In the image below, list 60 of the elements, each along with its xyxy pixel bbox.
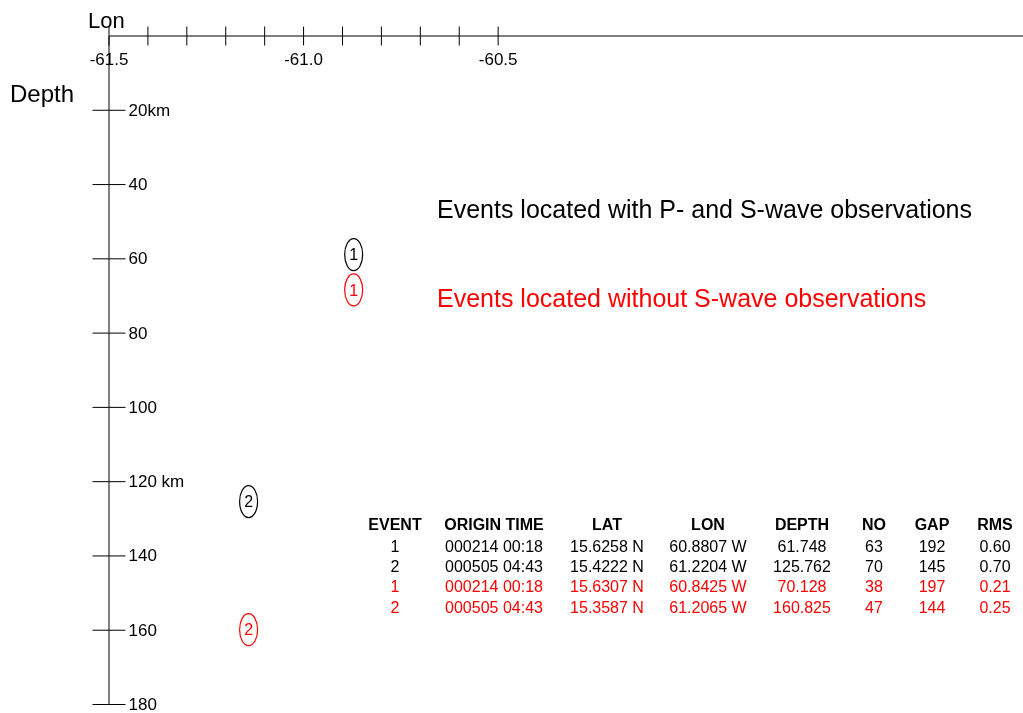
annotation: 1 (390, 537, 400, 555)
annotation: EVENT (368, 515, 422, 533)
annotation: LON (691, 515, 725, 533)
annotation: 61.2204 W (669, 558, 748, 575)
y-tick-label: 40 (128, 175, 148, 194)
annotation: 38 (865, 578, 883, 596)
y-tick-label: 180 (128, 694, 157, 713)
annotation: 000505 04:43 (445, 558, 544, 575)
annotation: 70 (865, 558, 883, 575)
annotation: 15.6307 N (570, 578, 644, 596)
annotation: 144 (918, 598, 946, 616)
annotation: 60.8807 W (669, 537, 748, 555)
annotation: 197 (918, 578, 946, 596)
annotation: 60.8425 W (669, 578, 748, 596)
annotation: 15.4222 N (570, 558, 644, 575)
x-tick-label: -60.5 (478, 49, 518, 69)
y-tick-label: 20km (128, 100, 171, 120)
y-tick-label: 120 km (128, 472, 185, 492)
annotation: 63 (865, 537, 883, 555)
annotation: NO (862, 515, 886, 533)
x-axis-title: Lon (88, 8, 125, 33)
annotation: 0.60 (979, 537, 1011, 555)
annotation: 145 (918, 558, 946, 575)
annotation: 2 (390, 558, 400, 575)
annotation: 000214 00:18 (445, 578, 544, 596)
annotation: 15.3587 N (570, 598, 644, 616)
text: Events located with P- and S-wave observations (437, 194, 972, 223)
annotation: 47 (865, 598, 883, 616)
annotation: 0.25 (979, 598, 1011, 616)
text: Events located without S-wave observations (437, 283, 927, 312)
annotation: 15.6258 N (570, 537, 644, 555)
annotation: 0.21 (979, 578, 1011, 596)
annotation: 160.825 (773, 598, 832, 616)
y-axis-title: Depth (10, 80, 75, 107)
x-tick-label: -61.0 (284, 49, 323, 69)
y-tick-label: 80 (128, 323, 148, 343)
annotation: 000505 04:43 (445, 598, 544, 616)
annotation: 61.2065 W (669, 598, 748, 616)
x-tick-label: -61.5 (89, 49, 129, 69)
annotation: 2 (244, 621, 254, 639)
annotation: LAT (592, 515, 623, 533)
annotation: 000214 00:18 (445, 537, 544, 555)
annotation: ORIGIN TIME (444, 515, 545, 533)
annotation: 1 (349, 246, 359, 264)
annotation: 70.128 (777, 578, 827, 596)
annotation: 2 (244, 493, 254, 511)
annotation: DEPTH (774, 515, 830, 533)
y-tick-label: 140 (128, 546, 157, 566)
annotation: RMS (977, 515, 1014, 533)
annotation: 0.70 (979, 558, 1011, 575)
annotation: 2 (390, 598, 400, 616)
annotation: 61.748 (777, 537, 827, 555)
annotation: GAP (914, 515, 950, 533)
annotation: 192 (918, 537, 946, 555)
annotation: 1 (349, 281, 359, 299)
y-tick-label: 100 (128, 397, 157, 417)
annotation: 125.762 (773, 558, 832, 575)
y-tick-label: 60 (128, 249, 148, 269)
annotation: 1 (390, 578, 400, 596)
y-tick-label: 160 (128, 620, 157, 640)
